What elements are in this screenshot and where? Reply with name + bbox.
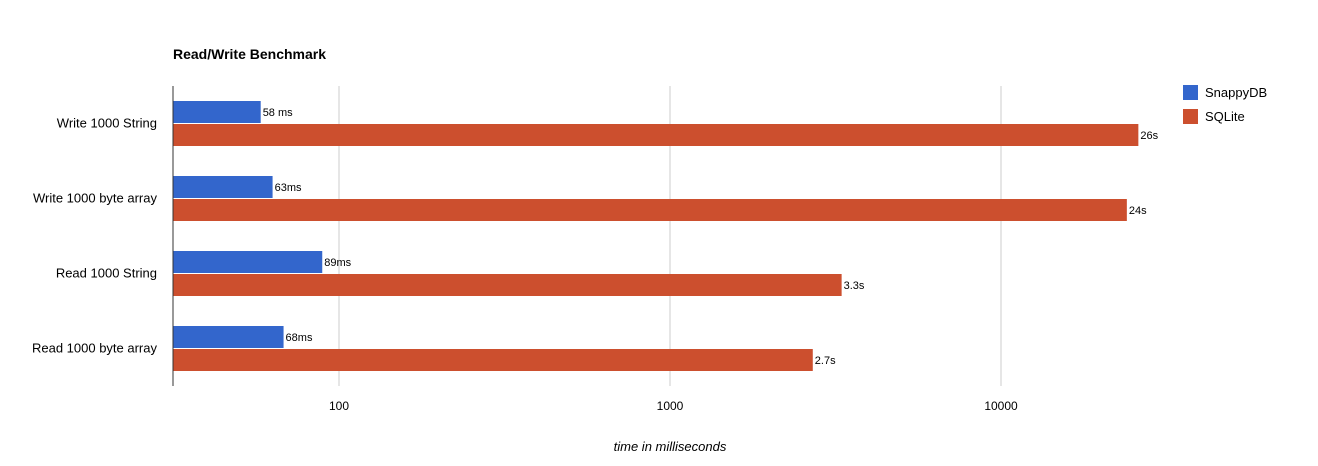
bar-snappydb-3	[173, 326, 284, 348]
bar-sqlite-3	[173, 349, 813, 371]
x-tick-label: 100	[329, 399, 349, 413]
data-label: 26s	[1140, 130, 1158, 142]
chart-title: Read/Write Benchmark	[173, 46, 326, 62]
data-label: 2.7s	[815, 355, 836, 367]
bars: 58 ms 26s 63ms 24s 89ms 3.3s 68ms 2.7s	[173, 101, 1159, 371]
category-label: Read 1000 byte array	[32, 341, 158, 356]
category-label: Write 1000 byte array	[33, 191, 158, 206]
data-label: 68ms	[286, 332, 313, 344]
data-label: 58 ms	[263, 107, 293, 119]
bar-sqlite-0	[173, 124, 1139, 146]
bar-snappydb-2	[173, 251, 323, 273]
bar-sqlite-1	[173, 199, 1127, 221]
category-label: Write 1000 String	[57, 116, 157, 131]
bar-snappydb-1	[173, 176, 273, 198]
data-label: 3.3s	[844, 280, 865, 292]
category-label: Read 1000 String	[56, 266, 157, 281]
bar-snappydb-0	[173, 101, 261, 123]
x-tick-label: 1000	[657, 399, 684, 413]
bar-sqlite-2	[173, 274, 842, 296]
category-labels: Write 1000 String Write 1000 byte array Re…	[32, 116, 158, 356]
legend-label: SnappyDB	[1205, 85, 1267, 100]
x-axis-label: time in milliseconds	[614, 439, 727, 454]
legend-swatch-sqlite	[1183, 109, 1198, 124]
data-label: 24s	[1129, 205, 1147, 217]
data-label: 89ms	[324, 257, 351, 269]
legend-swatch-snappydb	[1183, 85, 1198, 100]
data-label: 63ms	[275, 182, 302, 194]
legend: SnappyDB SQLite	[1183, 85, 1267, 124]
legend-label: SQLite	[1205, 109, 1245, 124]
x-tick-labels: 100 1000 10000	[329, 399, 1018, 413]
x-tick-label: 10000	[984, 399, 1018, 413]
